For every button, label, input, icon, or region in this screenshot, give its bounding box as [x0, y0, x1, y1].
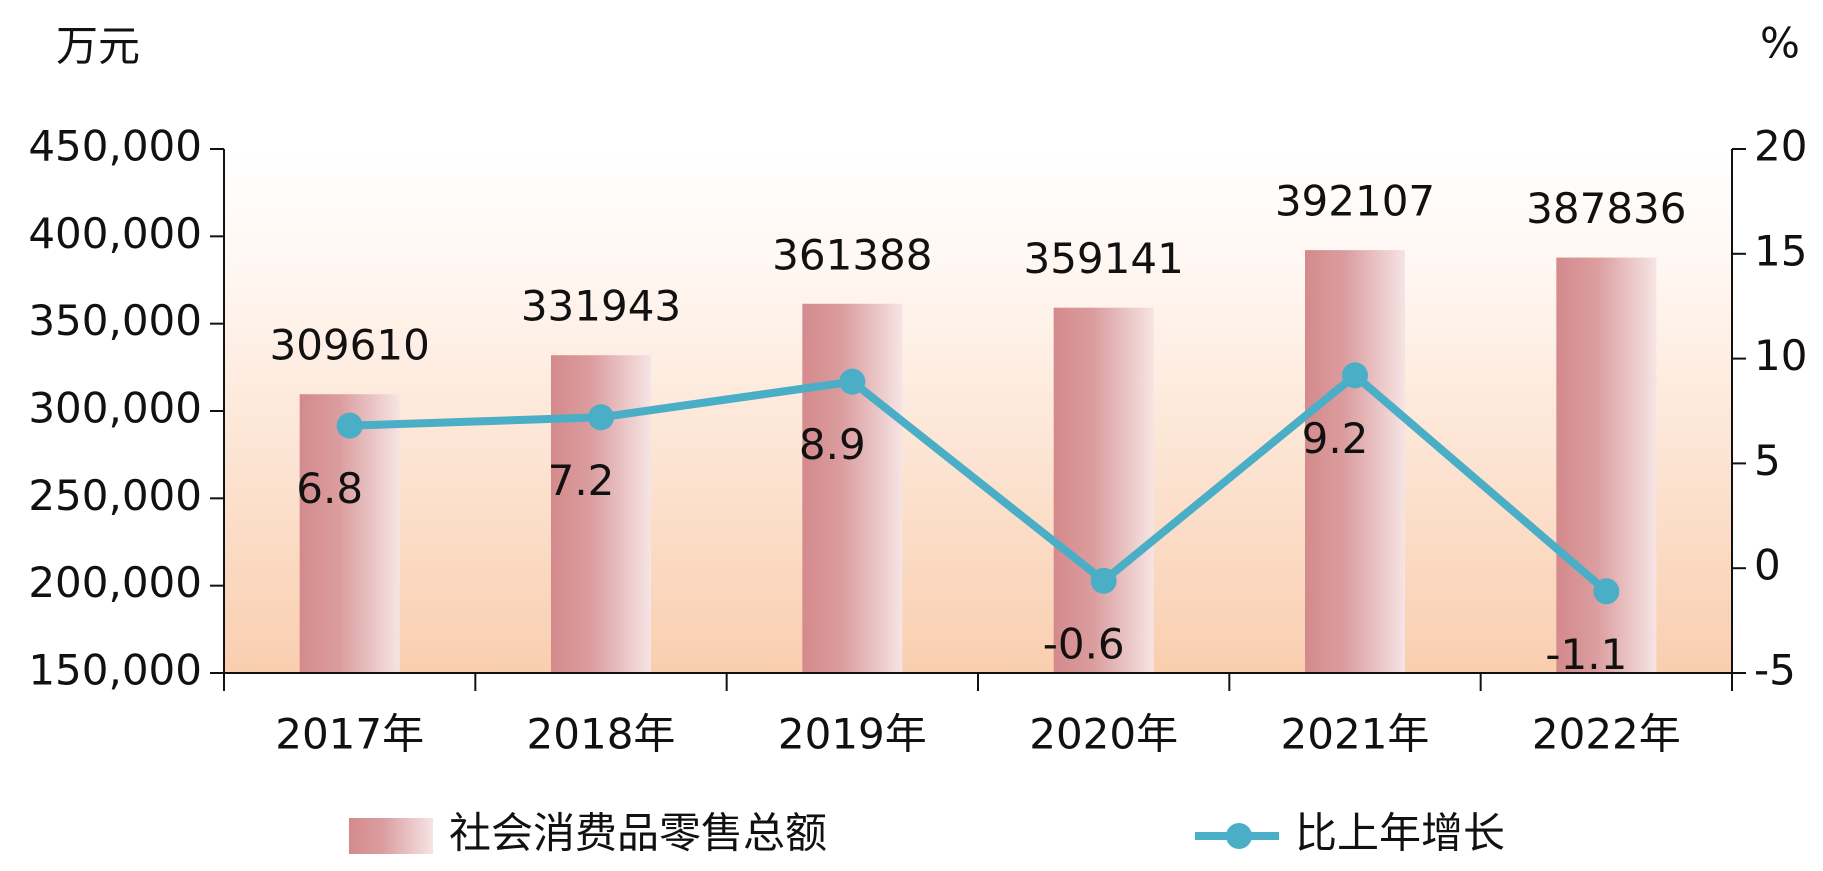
bar-value-label: 359141 — [1023, 234, 1183, 283]
line-marker — [1342, 362, 1368, 389]
x-tick-label: 2020年 — [1029, 710, 1178, 759]
bar — [1305, 250, 1405, 674]
x-tick-label: 2022年 — [1532, 710, 1681, 759]
y2-tick-label: 0 — [1754, 541, 1781, 590]
bar-value-label: 387836 — [1526, 184, 1686, 233]
bar-value-label: 392107 — [1275, 177, 1435, 226]
legend-label: 比上年增长 — [1295, 809, 1505, 858]
y-tick-label: 250,000 — [28, 471, 202, 520]
line-value-label: 8.9 — [799, 420, 866, 469]
y-unit: 万元 — [56, 22, 140, 71]
y-tick-label: 300,000 — [28, 384, 202, 433]
bar-value-label: 361388 — [772, 230, 932, 279]
line-marker — [1593, 578, 1620, 605]
legend-swatch — [349, 818, 433, 854]
x-tick-label: 2019年 — [778, 710, 927, 759]
line-marker — [1090, 567, 1117, 594]
line-value-label: -1.1 — [1545, 630, 1627, 679]
line-marker — [336, 412, 363, 439]
bar — [802, 303, 903, 673]
line-marker — [588, 404, 614, 431]
y2-tick-label: -5 — [1754, 646, 1796, 695]
line-value-label: 7.2 — [548, 456, 615, 505]
x-tick-label: 2018年 — [527, 710, 676, 759]
legend-label: 社会消费品零售总额 — [449, 809, 827, 858]
y2-tick-label: 15 — [1754, 226, 1807, 275]
y2-tick-label: 20 — [1754, 122, 1807, 171]
line-value-label: -0.6 — [1043, 619, 1125, 668]
bar — [551, 355, 651, 673]
y2-tick-label: 5 — [1754, 436, 1781, 485]
bar-value-label: 309610 — [269, 321, 429, 370]
x-tick-label: 2021年 — [1281, 710, 1430, 759]
x-tick-label: 2017年 — [275, 710, 424, 759]
y-tick-label: 400,000 — [28, 209, 202, 258]
y-tick-label: 150,000 — [28, 646, 202, 695]
line — [349, 370, 1609, 595]
y2-unit: % — [1760, 19, 1800, 68]
y-tick-label: 450,000 — [28, 122, 202, 171]
bar — [1053, 307, 1154, 673]
y2-tick-label: 10 — [1754, 331, 1807, 380]
line-value-label: 6.8 — [296, 464, 363, 513]
plot-background — [224, 149, 1732, 673]
legend-marker — [1226, 823, 1252, 849]
line-marker — [839, 368, 866, 395]
bar — [299, 394, 400, 673]
line-value-label: 9.2 — [1302, 414, 1369, 463]
y-tick-label: 350,000 — [28, 296, 202, 345]
bar-value-label: 331943 — [521, 282, 681, 331]
bar — [1556, 257, 1657, 673]
y-tick-label: 200,000 — [28, 558, 202, 607]
